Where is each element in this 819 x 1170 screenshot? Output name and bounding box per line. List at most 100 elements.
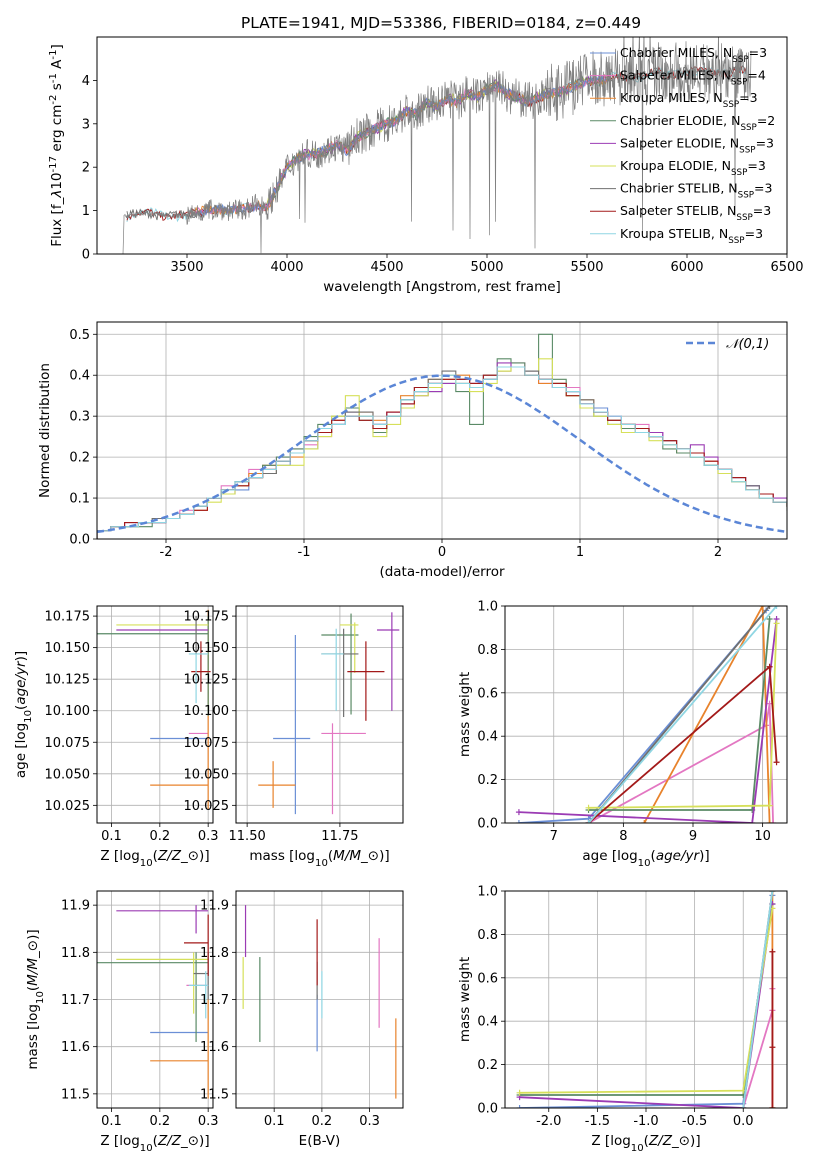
ssp-marker [766, 616, 773, 623]
x-tick-label: 7 [550, 829, 558, 844]
y-tick-label: 0 [82, 248, 90, 263]
ssp-weight-line [518, 609, 767, 823]
histogram-step [97, 358, 787, 539]
legend-sub: SSP [723, 100, 739, 110]
x-axis-label: E(B-V) [299, 1133, 341, 1149]
y-tick-label: 0.4 [69, 369, 90, 384]
legend-label: Salpeter ELODIE, NSSP=3 [620, 135, 774, 155]
axes-spectrum: 3500 4000 4500 5000 5500 6000 6500 0 1 2 3 4 wavelen… [48, 36, 804, 295]
text-span: )] [379, 848, 390, 864]
y-tick-label: 0.2 [477, 1058, 498, 1073]
text-span: 10 [49, 172, 65, 189]
text-span: s [49, 83, 65, 94]
chart-title: PLATE=1941, MJD=53386, FIBERID=0184, z=0… [241, 14, 641, 32]
ssp-marker [516, 1105, 523, 1108]
text-span: mass weight [457, 672, 473, 757]
text-span: Z [log [100, 848, 139, 864]
histogram-step [97, 366, 787, 539]
plot-area [97, 609, 211, 810]
model-spectrum-line [194, 74, 607, 215]
axes-age-vs-Z: 0.1 0.2 0.3 10.025 10.050 10.075 10.100 10.125 1… [13, 605, 219, 869]
x-tick-label: 0.0 [733, 1114, 754, 1129]
legend-nssp: =3 [745, 226, 763, 241]
legend-sub: SSP [731, 78, 747, 88]
legend-nssp: =3 [756, 135, 774, 150]
legend-nssp: =3 [754, 181, 772, 196]
text-span: )] [699, 848, 710, 864]
x-tick-label: 0.2 [149, 1114, 170, 1129]
y-tick-label: 11.5 [200, 1087, 229, 1102]
ssp-marker [759, 606, 766, 609]
x-axis-label: Z [log10(Z/Z_⊙)] [100, 848, 209, 869]
text-span: ( [153, 1133, 158, 1149]
text-span: Z [log [591, 1133, 630, 1149]
x-tick-label: 5500 [570, 260, 603, 275]
ssp-marker [769, 948, 776, 955]
script-span: 10 [140, 1143, 153, 1154]
histogram-step [97, 366, 787, 539]
x-tick-label: 0.3 [359, 1114, 380, 1129]
y-tick-label: 10.025 [184, 799, 230, 814]
script-span: -1 [48, 73, 59, 83]
legend-label: Kroupa STELIB, NSSP=3 [620, 226, 763, 246]
ssp-marker [516, 1089, 523, 1096]
legend-model: Salpeter ELODIE, N [620, 135, 739, 150]
legend-label: Salpeter MILES, NSSP=4 [620, 68, 766, 88]
script-span: 10 [140, 858, 153, 869]
text-span: A [49, 59, 65, 73]
y-tick-label: 3 [82, 117, 90, 132]
legend-model: Kroupa MILES, N [620, 90, 723, 105]
ssp-marker [773, 759, 780, 766]
histogram-step [97, 362, 787, 539]
x-tick-label: 4500 [370, 260, 403, 275]
legend-label: Kroupa MILES, NSSP=3 [620, 90, 758, 110]
legend: 𝒩(0,1) [686, 337, 769, 352]
x-tick-label: 0.1 [264, 1114, 285, 1129]
legend-label: Chabrier MILES, NSSP=3 [620, 45, 767, 65]
histogram-step [97, 366, 787, 539]
y-axis-label: mass [log10(M/M_⊙)] [25, 929, 46, 1069]
y-tick-label: 0.4 [477, 1015, 498, 1030]
x-tick-label: 5000 [470, 260, 503, 275]
y-tick-label: 10.100 [45, 704, 91, 719]
legend-sub: SSP [732, 55, 748, 65]
legend-label: Chabrier ELODIE, NSSP=2 [620, 113, 775, 133]
y-tick-label: 11.9 [61, 899, 90, 914]
y-tick-label: 11.8 [61, 946, 90, 961]
script-span: 10 [631, 1143, 644, 1154]
y-tick-label: 0.2 [69, 451, 90, 466]
x-tick-label: 3500 [170, 260, 203, 275]
axes-age-vs-mass: 11.50 11.75 10.025 10.050 10.075 10.100 10.125… [184, 605, 404, 869]
ssp-marker [770, 820, 777, 823]
y-tick-label: 11.7 [61, 993, 90, 1008]
text-span: Normed distribution [37, 363, 53, 498]
y-tick-label: 11.7 [200, 993, 229, 1008]
legend-sub: SSP [739, 145, 755, 155]
y-tick-label: 0.2 [477, 773, 498, 788]
text-span: wavelength [Angstrom, rest frame] [323, 279, 561, 295]
axes-frame [96, 605, 214, 824]
x-axis-label: age [log10(age/yr)] [582, 848, 709, 869]
axes-mass-vs-ebv: 0.1 0.2 0.3 11.5 11.6 11.7 11.8 11.9 E(B-V) [200, 890, 404, 1149]
legend-sub: SSP [738, 191, 754, 201]
y-tick-label: 10.025 [45, 799, 91, 814]
y-tick-label: 11.9 [200, 899, 229, 914]
x-tick-label: -1.5 [585, 1114, 610, 1129]
x-axis-label: (data-model)/error [379, 564, 505, 580]
plot-area [516, 891, 776, 1108]
y-tick-label: 2 [82, 161, 90, 176]
text-span: _λ [49, 190, 65, 206]
ssp-marker [740, 1105, 747, 1108]
text-span: Z [log [100, 1133, 139, 1149]
x-axis-label: Z [log10(Z/Z_⊙)] [591, 1133, 700, 1154]
legend: Chabrier MILES, NSSP=3 Salpeter MILES, NS… [590, 45, 775, 246]
ssp-marker [641, 820, 648, 823]
ssp-marker [585, 804, 592, 811]
ssp-weight-line [588, 664, 778, 823]
x-tick-label: 11.75 [321, 829, 358, 844]
script-span: 10 [23, 710, 34, 723]
axes-residuals: -2 -1 0 1 2 0.0 0.1 0.2 0.3 0.4 0.5 (data-model)/er… [37, 321, 788, 580]
ssp-marker [773, 620, 780, 627]
x-tick-label: 0 [438, 545, 446, 560]
x-tick-label: -2.0 [536, 1114, 561, 1129]
